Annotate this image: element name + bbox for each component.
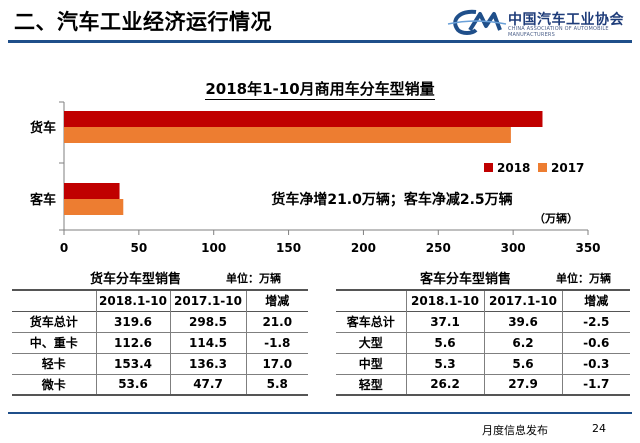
footer-rule	[8, 412, 632, 414]
axis-unit-label: （万辆）	[534, 211, 578, 225]
truck-table-unit: 单位：万辆	[226, 272, 281, 285]
header-rule	[8, 40, 632, 43]
table-header-cell: 2017.1-10	[169, 290, 247, 311]
table-cell: 27.9	[483, 374, 563, 395]
bus-table-unit: 单位：万辆	[556, 272, 611, 285]
table-row: 微卡 53.6 47.7 5.8	[12, 374, 308, 395]
table-cell: 5.3	[405, 353, 485, 374]
table-cell: -1.7	[561, 374, 630, 395]
table-cell: 21.0	[245, 311, 308, 332]
table-cell: 微卡	[12, 374, 97, 395]
table-cell: 5.6	[405, 332, 485, 353]
x-tick-label: 250	[426, 241, 451, 255]
table-header-row: 2018.1-10 2017.1-10 增减	[336, 290, 630, 311]
slide-header: 二、汽车工业经济运行情况 中国汽车工业协会 CHINA ASSOCIATION …	[0, 0, 640, 43]
legend-label-2017: 2017	[551, 161, 584, 175]
table-header-cell: 增减	[561, 290, 630, 311]
table-row: 中、重卡 112.6 114.5 -1.8	[12, 332, 308, 353]
bar-2018-0	[64, 111, 543, 127]
table-header-cell	[336, 290, 407, 311]
slide-title: 二、汽车工业经济运行情况	[14, 10, 272, 34]
x-tick-label: 350	[575, 241, 600, 255]
chart-title-text: 2018年1-10月商用车分车型销量	[205, 80, 435, 100]
table-cell: 114.5	[169, 332, 247, 353]
table-cell: 53.6	[95, 374, 171, 395]
category-label: 货车	[30, 120, 56, 136]
table-cell: 319.6	[95, 311, 171, 332]
bus-table-title: 客车分车型销售	[420, 272, 512, 287]
chart-annotation: 货车净增21.0万辆；客车净减2.5万辆	[270, 191, 512, 208]
table-cell: 中、重卡	[12, 332, 97, 353]
table-row: 货车总计 319.6 298.5 21.0	[12, 311, 308, 332]
table-cell: -2.5	[561, 311, 630, 332]
caam-logo-icon	[447, 9, 507, 35]
table-cell: 17.0	[245, 353, 308, 374]
legend-swatch-2018	[484, 163, 493, 172]
logo-subtext: CHINA ASSOCIATION OF AUTOMOBILE MANUFACT…	[508, 26, 609, 38]
table-cell: 153.4	[95, 353, 171, 374]
logo-text: 中国汽车工业协会	[508, 12, 624, 28]
x-tick-label: 150	[276, 241, 301, 255]
table-cell: 轻型	[336, 374, 407, 395]
table-cell: 大型	[336, 332, 407, 353]
x-tick-label: 200	[351, 241, 376, 255]
table-cell: 39.6	[483, 311, 563, 332]
table-cell: 轻卡	[12, 353, 97, 374]
x-tick-label: 300	[501, 241, 526, 255]
table-header-cell: 2018.1-10	[95, 290, 171, 311]
table-cell: 5.6	[483, 353, 563, 374]
table-header-row: 2018.1-10 2017.1-10 增减	[12, 290, 308, 311]
table-header-cell: 2018.1-10	[405, 290, 485, 311]
truck-table-title: 货车分车型销售	[90, 272, 182, 287]
table-row: 轻卡 153.4 136.3 17.0	[12, 353, 308, 374]
table-cell: 客车总计	[336, 311, 407, 332]
bar-2018-1	[64, 183, 120, 199]
table-header-cell: 2017.1-10	[483, 290, 563, 311]
page-number: 24	[592, 422, 606, 435]
category-label: 客车	[30, 192, 56, 208]
table-cell: 37.1	[405, 311, 485, 332]
table-cell: 298.5	[169, 311, 247, 332]
table-row: 客车总计 37.1 39.6 -2.5	[336, 311, 630, 332]
table-cell: 货车总计	[12, 311, 97, 332]
table-cell: 6.2	[483, 332, 563, 353]
legend-swatch-2017	[538, 163, 547, 172]
table-row: 大型 5.6 6.2 -0.6	[336, 332, 630, 353]
table-header-cell: 增减	[245, 290, 308, 311]
table-cell: -0.6	[561, 332, 630, 353]
table-cell: -0.3	[561, 353, 630, 374]
chart-title: 2018年1-10月商用车分车型销量	[0, 78, 640, 100]
table-header-cell	[12, 290, 97, 311]
bar-2017-1	[64, 199, 124, 215]
table-cell: 47.7	[169, 374, 247, 395]
x-tick-label: 0	[60, 241, 68, 255]
table-cell: 26.2	[405, 374, 485, 395]
table-cell: 中型	[336, 353, 407, 374]
bar-2017-0	[64, 127, 511, 143]
legend-label-2018: 2018	[497, 161, 530, 175]
x-tick-label: 100	[201, 241, 226, 255]
bus-table: 2018.1-10 2017.1-10 增减 客车总计 37.1 39.6 -2.5 大型 5.…	[336, 289, 630, 396]
table-cell: 136.3	[169, 353, 247, 374]
footer-label: 月度信息发布	[482, 424, 548, 437]
table-cell: -1.8	[245, 332, 308, 353]
table-cell: 5.8	[245, 374, 308, 395]
table-row: 轻型 26.2 27.9 -1.7	[336, 374, 630, 395]
table-row: 中型 5.3 5.6 -0.3	[336, 353, 630, 374]
x-tick-label: 50	[131, 241, 148, 255]
truck-table: 2018.1-10 2017.1-10 增减 货车总计 319.6 298.5 21.0 中、…	[12, 289, 308, 396]
table-cell: 112.6	[95, 332, 171, 353]
